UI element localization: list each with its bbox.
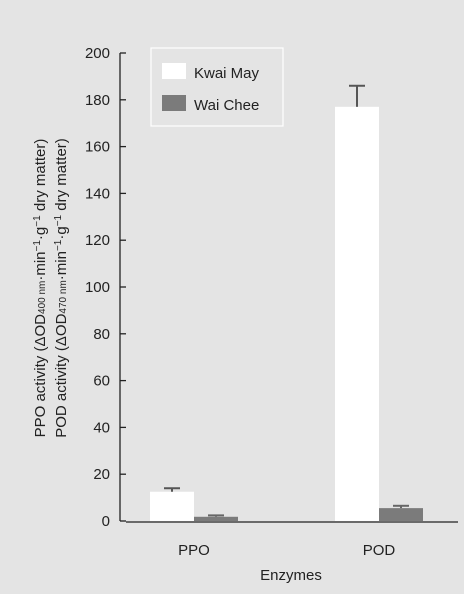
bar-wai-chee-pod [379,508,423,521]
legend-box [150,47,284,127]
error-bars-layer [164,84,409,517]
legend-swatch-kwai-may [162,63,186,79]
y-axis-ticks: 0 20 40 60 80 100 120 140 160 180 200 [85,45,126,530]
y-axis-title-line-1: PPO activity (ΔOD400 nm·min−1·g−1 dry ma… [32,139,49,438]
y-tick-label: 20 [93,466,110,483]
y-tick-label: 160 [85,139,110,156]
bar-wai-chee-ppo [194,516,238,521]
x-category-label-pod: POD [363,542,396,559]
x-axis-title: Enzymes [260,567,322,584]
legend-swatch-wai-chee [162,95,186,111]
bar-kwai-may-ppo [150,491,194,521]
y-tick-label: 140 [85,185,110,202]
y-axis-title-line-2: POD activity (ΔOD470 nm·min−1·g−1 dry ma… [53,138,70,438]
bar-kwai-may-pod [335,106,379,521]
y-tick-label: 180 [85,92,110,109]
bars-layer [150,106,423,521]
y-tick-label: 40 [93,419,110,436]
axes-layer [119,53,458,523]
x-category-label-ppo: PPO [178,542,210,559]
x-axis-category-labels: PPO POD [178,542,395,559]
legend: Kwai May Wai Chee [150,47,284,127]
y-tick-label: 60 [93,373,110,390]
y-tick-label: 80 [93,326,110,343]
y-tick-label: 0 [102,513,110,530]
legend-label-kwai-may: Kwai May [194,65,260,82]
y-tick-label: 200 [85,45,110,62]
y-tick-label: 120 [85,232,110,249]
legend-label-wai-chee: Wai Chee [194,97,259,114]
y-tick-label: 100 [85,279,110,296]
